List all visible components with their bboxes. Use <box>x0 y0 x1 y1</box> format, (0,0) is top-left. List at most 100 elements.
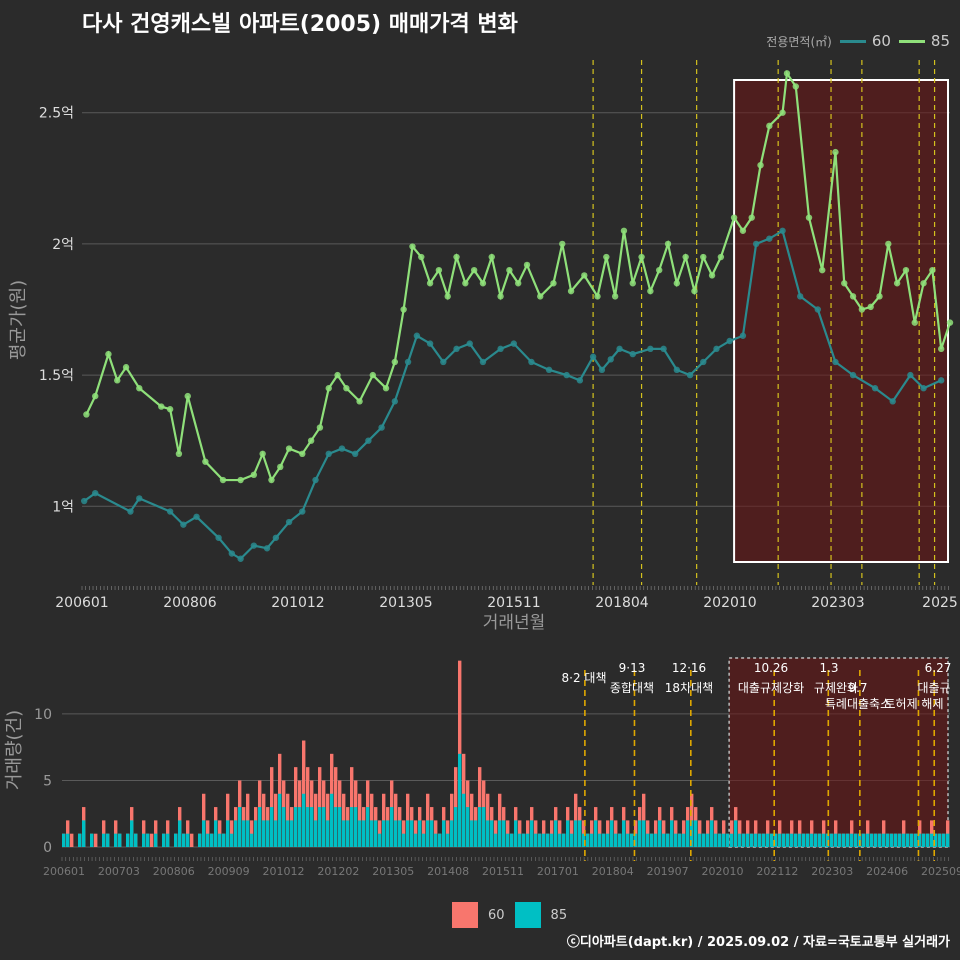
point-85-1 <box>92 392 99 400</box>
bar-85-219 <box>938 833 942 847</box>
bar-85-87 <box>410 820 414 847</box>
point-85-20 <box>316 424 324 431</box>
vol-annotation-9: 9.7 <box>848 681 867 695</box>
point-85-79 <box>885 240 892 248</box>
bar-85-56 <box>286 820 290 847</box>
bar-85-14 <box>118 833 122 847</box>
bar-85-42 <box>230 833 234 847</box>
bar-85-134 <box>598 833 602 847</box>
bar-60-134 <box>598 820 602 847</box>
point-85-6 <box>158 403 165 410</box>
point-60-2 <box>127 508 134 515</box>
bar-60-99 <box>458 660 462 847</box>
vol-annotation-2: 종합대책 <box>610 680 654 695</box>
point-85-4 <box>122 364 130 371</box>
legend-bottom: 60 85 <box>452 902 567 928</box>
bar-85-48 <box>254 820 258 847</box>
point-85-51 <box>620 227 628 234</box>
point-85-82 <box>911 319 918 326</box>
y-tick-label-0: 1억 <box>52 499 74 515</box>
bar-85-174 <box>758 833 762 847</box>
point-85-10 <box>202 458 209 465</box>
bar-85-129 <box>578 820 582 847</box>
bar-85-127 <box>570 833 574 847</box>
legend-item-60: 60 <box>839 32 891 50</box>
point-85-74 <box>841 280 848 287</box>
bar-85-171 <box>746 833 750 847</box>
bar-85-131 <box>586 833 590 847</box>
legend-label-85: 85 <box>930 32 950 50</box>
point-60-17 <box>338 445 346 452</box>
point-85-31 <box>426 280 434 287</box>
bar-85-84 <box>398 820 402 847</box>
point-85-85 <box>937 345 945 353</box>
point-85-17 <box>285 445 293 452</box>
price-chart: 1억 1.5억 2억 2.5억 200601 200806 201012 201305 2015… <box>8 60 958 633</box>
point-60-29 <box>497 345 504 353</box>
bar-60-127 <box>570 820 574 847</box>
bar-60-20 <box>142 820 146 847</box>
bar-85-85 <box>402 833 406 847</box>
bar-85-205 <box>882 833 886 847</box>
bar-85-80 <box>382 820 386 847</box>
point-85-66 <box>757 161 764 169</box>
bar-85-60 <box>302 793 306 847</box>
point-60-22 <box>404 358 412 366</box>
bar-85-7 <box>90 833 94 847</box>
bar-60-187 <box>810 820 814 847</box>
bar-85-104 <box>478 807 482 847</box>
point-85-15 <box>268 476 275 484</box>
bar-60-146 <box>646 820 650 847</box>
point-60-14 <box>299 508 306 515</box>
bar-85-135 <box>602 833 606 847</box>
legend-swatch-60 <box>452 902 478 928</box>
point-60-6 <box>193 513 200 520</box>
vol-x-tick-label-10: 201804 <box>592 865 634 878</box>
bar-60-217 <box>930 820 934 847</box>
bar-85-26 <box>166 833 170 847</box>
point-60-20 <box>378 424 385 431</box>
bar-85-118 <box>534 833 538 847</box>
bar-60-197 <box>850 820 854 847</box>
bar-85-78 <box>374 820 378 847</box>
bar-85-52 <box>270 807 274 847</box>
vol-x-tick-label-16: 202509 <box>921 865 960 878</box>
bar-85-71 <box>346 820 350 847</box>
bar-85-39 <box>218 833 222 847</box>
point-85-7 <box>166 406 174 413</box>
bar-60-221 <box>946 820 950 847</box>
point-85-11 <box>219 476 227 484</box>
point-85-67 <box>766 122 773 130</box>
bar-60-136 <box>606 820 610 847</box>
bar-85-47 <box>250 833 254 847</box>
bar-85-113 <box>514 820 518 847</box>
bar-60-155 <box>682 820 686 847</box>
vol-annotation-12: 6.27 <box>925 661 952 675</box>
vol-x-tick-label-2: 200806 <box>153 865 195 878</box>
bar-85-10 <box>102 833 106 847</box>
bar-85-109 <box>498 820 502 847</box>
point-85-61 <box>708 272 716 279</box>
x-tick-label-4: 201511 <box>487 595 540 611</box>
bar-85-77 <box>370 820 374 847</box>
bar-85-198 <box>854 833 858 847</box>
bar-85-142 <box>630 833 634 847</box>
point-85-40 <box>506 266 513 274</box>
point-85-45 <box>559 240 566 248</box>
point-60-21 <box>391 398 399 405</box>
vol-x-tick-label-15: 202406 <box>866 865 908 878</box>
point-85-19 <box>307 437 315 444</box>
point-85-43 <box>537 293 544 300</box>
vol-annotation-1: 9·13 <box>619 661 646 675</box>
vol-annotation-10: 특례대출축소 <box>825 697 891 711</box>
bar-85-35 <box>202 820 206 847</box>
bar-60-79 <box>378 820 382 847</box>
bar-85-51 <box>266 820 270 847</box>
bar-85-58 <box>294 807 298 847</box>
bar-85-36 <box>206 833 210 847</box>
point-85-23 <box>343 385 350 392</box>
chart-title: 다사 건영캐스빌 아파트(2005) 매매가격 변화 <box>82 12 518 37</box>
bar-60-173 <box>754 820 758 847</box>
bar-60-124 <box>558 820 562 847</box>
bar-85-218 <box>934 833 938 847</box>
